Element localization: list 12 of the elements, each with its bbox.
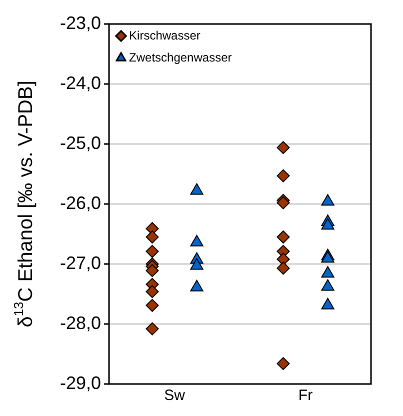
legend-label: Zwetschgenwasser xyxy=(129,50,232,64)
y-tick-label: -27,0 xyxy=(60,252,102,273)
y-tick-label: -26,0 xyxy=(60,192,102,213)
legend-label: Kirschwasser xyxy=(129,28,200,42)
x-tick-label: Fr xyxy=(298,387,313,404)
y-tick-label: -23,0 xyxy=(60,12,102,33)
y-axis-title: δ13C Ethanol [‰ vs. V-PDB] xyxy=(11,80,37,328)
y-tick-label: -29,0 xyxy=(60,372,102,393)
x-tick-label: Sw xyxy=(164,387,186,404)
y-tick-label: -25,0 xyxy=(60,132,102,153)
y-tick-label: -28,0 xyxy=(60,312,102,333)
y-tick-label: -24,0 xyxy=(60,72,102,93)
